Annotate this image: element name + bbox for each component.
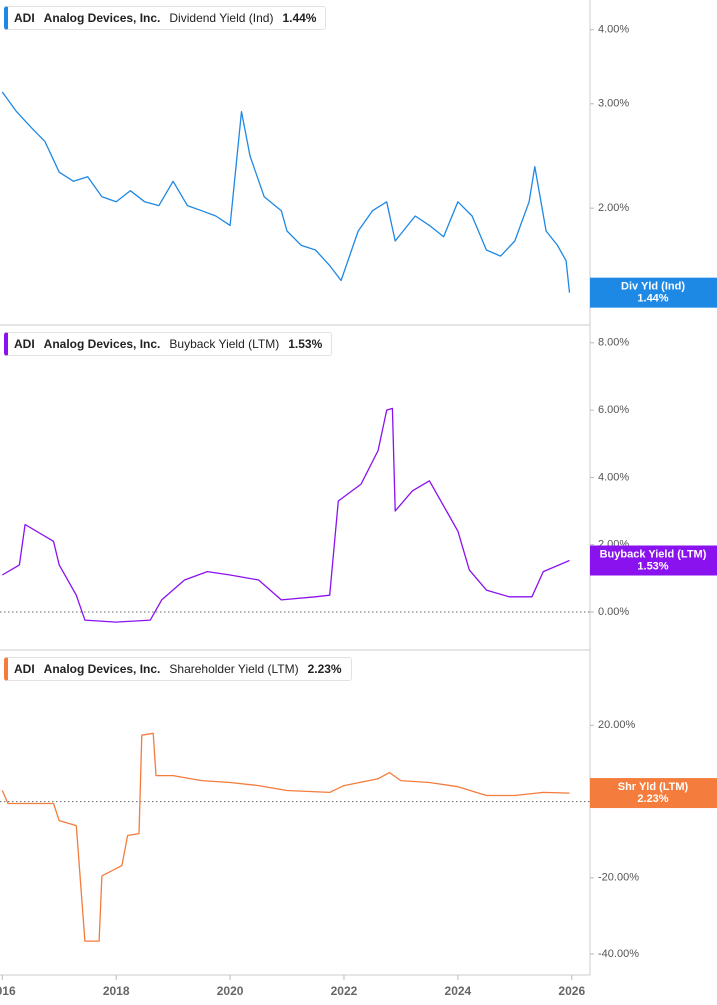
metric-value: 1.53% [288, 337, 323, 351]
company: Analog Devices, Inc. [43, 11, 161, 25]
series-line [1, 407, 570, 623]
x-tick-label: 2024 [445, 984, 472, 998]
value-badge [590, 545, 717, 576]
y-tick-label: 8.00% [598, 337, 629, 349]
value-badge-value: 2.23% [637, 793, 668, 805]
company: Analog Devices, Inc. [43, 662, 161, 676]
x-tick-label: 2026 [558, 984, 585, 998]
y-tick-label: 4.00% [598, 24, 629, 36]
metric-title: Dividend Yield (Ind) [169, 11, 274, 25]
value-badge-value: 1.53% [637, 560, 668, 572]
y-tick-label: 4.00% [598, 471, 629, 483]
value-badge [590, 277, 717, 308]
series-line [1, 732, 570, 942]
value-badge-name: Buyback Yield (LTM) [600, 548, 707, 560]
panel-header: ADI Analog Devices, Inc. Dividend Yield (I… [4, 6, 327, 30]
value-badge-value: 1.44% [637, 293, 668, 305]
panel-header: ADI Analog Devices, Inc. Buyback Yield (LT… [4, 332, 333, 356]
ticker: ADI [14, 337, 35, 351]
company: Analog Devices, Inc. [43, 337, 161, 351]
x-tick-label: 2016 [0, 984, 16, 998]
value-badge-name: Shr Yld (LTM) [618, 781, 689, 793]
x-tick-label: 2020 [217, 984, 244, 998]
metric-value: 2.23% [307, 662, 342, 676]
value-badge [590, 778, 717, 809]
x-tick-label: 2018 [103, 984, 130, 998]
panel-header: ADI Analog Devices, Inc. Shareholder Yield… [4, 657, 352, 681]
ticker: ADI [14, 11, 35, 25]
ticker: ADI [14, 662, 35, 676]
metric-title: Buyback Yield (LTM) [169, 337, 280, 351]
y-tick-label: 6.00% [598, 404, 629, 416]
series-line [1, 91, 571, 293]
y-tick-label: 20.00% [598, 719, 636, 731]
metric-value: 1.44% [282, 11, 317, 25]
y-tick-label: 3.00% [598, 98, 629, 110]
value-badge-name: Div Yld (Ind) [621, 281, 685, 293]
y-tick-label: 2.00% [598, 202, 629, 214]
y-tick-label: 0.00% [598, 606, 629, 618]
metric-title: Shareholder Yield (LTM) [169, 662, 299, 676]
y-tick-label: -20.00% [598, 872, 639, 884]
x-tick-label: 2022 [331, 984, 358, 998]
y-tick-label: -40.00% [598, 948, 639, 960]
